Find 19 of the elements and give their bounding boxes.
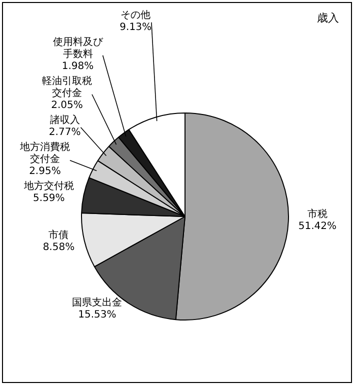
slice-label: 使用料及び手数料 bbox=[52, 36, 104, 60]
slice-label: 地方交付税 bbox=[22, 180, 74, 192]
slice-label: その他 bbox=[120, 8, 151, 21]
data-label: 9.13% bbox=[120, 22, 152, 33]
data-label: 8.58% bbox=[42, 242, 75, 254]
slice-label: 国県支出金 bbox=[72, 296, 122, 309]
data-label: 15.53% bbox=[78, 310, 116, 321]
chart-title: 歳入 bbox=[317, 11, 339, 24]
data-label: 5.59% bbox=[33, 192, 65, 204]
data-label: 2.95% bbox=[29, 166, 61, 177]
data-label: 2.77% bbox=[48, 126, 81, 138]
slice-label: 諸収入 bbox=[50, 114, 80, 126]
data-label: 1.98% bbox=[62, 60, 94, 72]
slice-label: 地方消費税交付金 bbox=[18, 140, 70, 165]
slice-label: 軽油引取税交付金 bbox=[42, 74, 92, 99]
slice-label: 市税 bbox=[307, 208, 328, 220]
data-label: 51.42% bbox=[298, 221, 337, 232]
data-label: 2.05% bbox=[51, 100, 83, 111]
slice-label: 市債 bbox=[48, 229, 69, 242]
